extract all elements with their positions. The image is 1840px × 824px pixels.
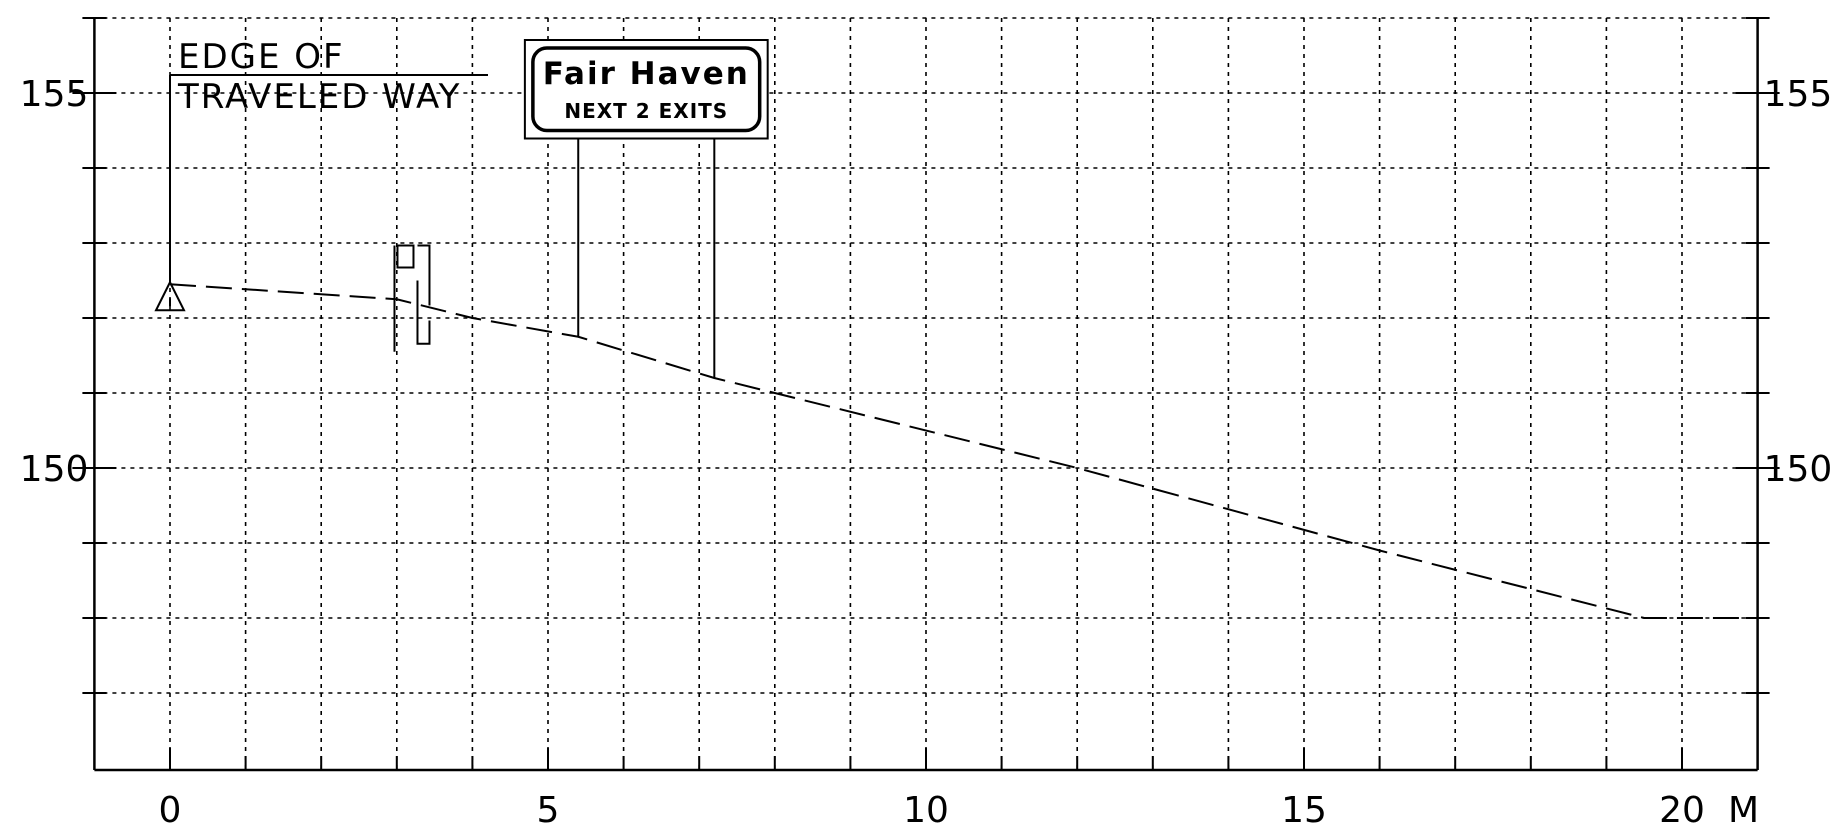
x-tick-label: 10 <box>903 790 949 824</box>
x-tick-label: 0 <box>159 790 182 824</box>
y-tick-label-right: 155 <box>1764 74 1833 115</box>
x-axis-unit: M <box>1728 790 1759 824</box>
sign-subtitle: NEXT 2 EXITS <box>564 99 728 123</box>
sign-title: Fair Haven <box>543 56 750 92</box>
overhead-sign: Fair Haven NEXT 2 EXITS <box>523 39 769 378</box>
ground-profile <box>169 283 1758 619</box>
device-rail <box>416 244 431 345</box>
ground-profile-line <box>169 283 1758 619</box>
y-tick-label-right: 150 <box>1764 449 1833 490</box>
x-tick-label: 20 <box>1659 790 1705 824</box>
roadside-device <box>393 244 431 352</box>
y-tick-label-left: 150 <box>20 449 89 490</box>
edge-point-marker <box>154 74 488 312</box>
edge-triangle <box>154 280 186 312</box>
device-block <box>396 244 415 269</box>
x-tick-label: 5 <box>537 790 560 824</box>
grid <box>94 17 1758 770</box>
reference-label: EDGE OF TRAVELED WAY <box>177 37 461 117</box>
sign-panel <box>531 46 762 133</box>
x-tick-label: 15 <box>1281 790 1327 824</box>
y-tick-label-left: 155 <box>20 74 89 115</box>
axis-ticks: 0 5 10 15 20 155 155 150 150 <box>20 17 1833 824</box>
edge-label-line1: EDGE OF <box>178 37 345 77</box>
edge-label-line2: TRAVELED WAY <box>177 77 461 117</box>
